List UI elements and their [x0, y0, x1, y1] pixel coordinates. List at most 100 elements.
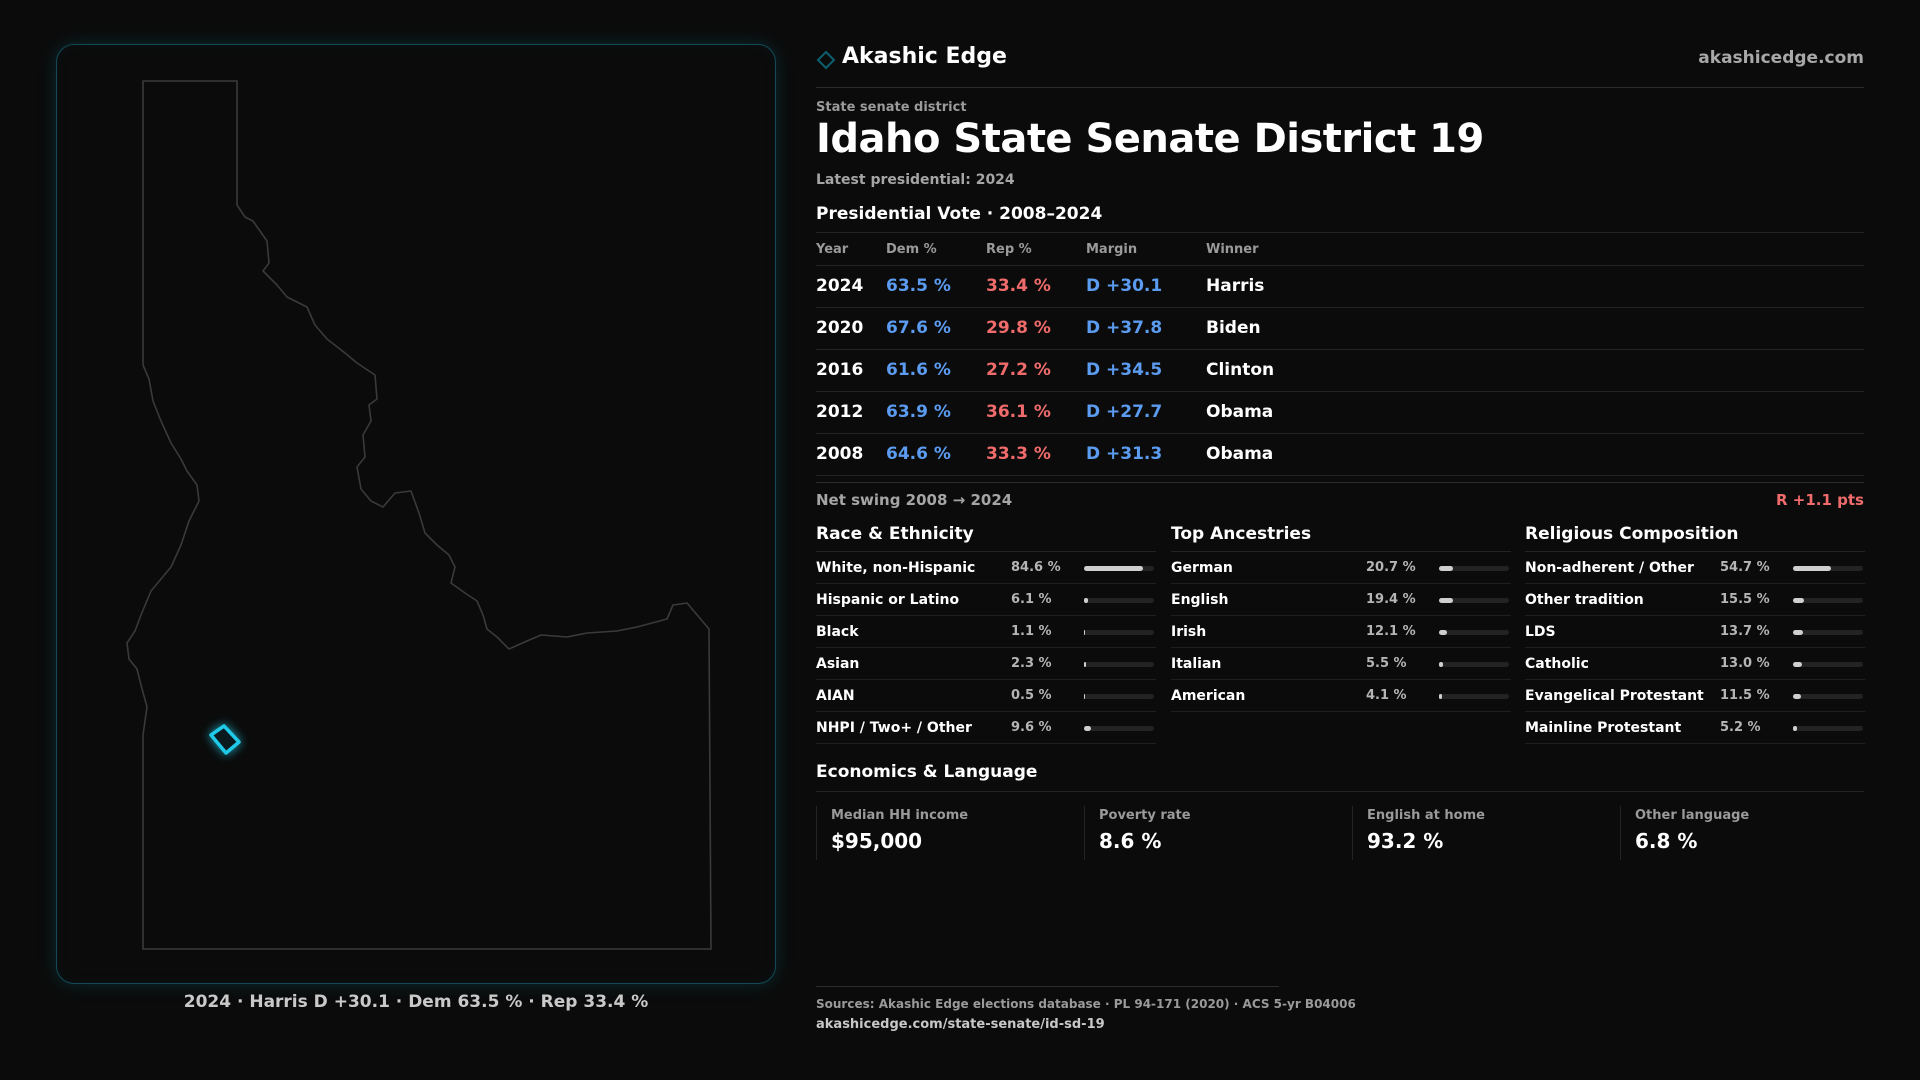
- list-item: AIAN 0.5 %: [816, 680, 1156, 712]
- idaho-map: [126, 80, 712, 950]
- religion-label: Evangelical Protestant: [1525, 688, 1704, 704]
- column-header-margin: Margin: [1086, 242, 1138, 257]
- vote-heading: Presidential Vote · 2008–2024: [816, 204, 1103, 224]
- list-item: Hispanic or Latino 6.1 %: [816, 584, 1156, 616]
- vote-table: Year Dem % Rep % Margin Winner 2024 63.5…: [816, 232, 1864, 476]
- stat-value: $95,000: [831, 829, 923, 853]
- vote-margin: D +30.1: [1086, 276, 1163, 296]
- ancestry-bar: [1439, 598, 1509, 603]
- stat-value: 8.6 %: [1099, 829, 1162, 853]
- page-subtitle: Latest presidential: 2024: [816, 172, 1015, 188]
- page-title: Idaho State Senate District 19: [816, 116, 1484, 162]
- list-item: NHPI / Two+ / Other 9.6 %: [816, 712, 1156, 744]
- column-header-dem: Dem %: [886, 242, 937, 257]
- vote-rep-pct: 33.3 %: [986, 444, 1051, 464]
- ancestry-bar: [1439, 662, 1509, 667]
- column-header-rep: Rep %: [986, 242, 1032, 257]
- net-swing-label: Net swing 2008 → 2024: [816, 491, 1013, 509]
- vote-winner: Obama: [1206, 402, 1274, 422]
- religion-bar-fill: [1793, 694, 1802, 699]
- race-value: 2.3 %: [1011, 656, 1052, 671]
- table-row: 2008 64.6 % 33.3 % D +31.3 Obama: [816, 434, 1864, 476]
- religion-label: Mainline Protestant: [1525, 720, 1682, 736]
- race-bar-fill: [1084, 662, 1086, 667]
- race-bar-fill: [1084, 630, 1086, 635]
- table-row: 2024 63.5 % 33.4 % D +30.1 Harris: [816, 266, 1864, 308]
- stat-label: Other language: [1635, 808, 1750, 823]
- source-link[interactable]: akashicedge.com/state-senate/id-sd-19: [816, 1017, 1105, 1032]
- ancestry-value: 5.5 %: [1366, 656, 1407, 671]
- ancestry-label: American: [1171, 688, 1246, 704]
- vote-dem-pct: 63.9 %: [886, 402, 951, 422]
- vote-winner: Biden: [1206, 318, 1261, 338]
- religion-bar-fill: [1793, 630, 1803, 635]
- vote-margin: D +37.8: [1086, 318, 1163, 338]
- net-swing-value: R +1.1 pts: [1776, 491, 1864, 509]
- race-value: 0.5 %: [1011, 688, 1052, 703]
- sources-footer: Sources: Akashic Edge elections database…: [816, 986, 1356, 1032]
- religion-bar: [1793, 662, 1863, 667]
- list-item: Asian 2.3 %: [816, 648, 1156, 680]
- religion-bar: [1793, 694, 1863, 699]
- ancestry-bar: [1439, 566, 1509, 571]
- religion-bar-fill: [1793, 598, 1804, 603]
- column-header-winner: Winner: [1206, 242, 1259, 257]
- ancestry-label: Italian: [1171, 656, 1222, 672]
- ancestry-value: 20.7 %: [1366, 560, 1416, 575]
- brand-diamond-icon: [816, 50, 836, 70]
- vote-margin: D +31.3: [1086, 444, 1163, 464]
- brand-url[interactable]: akashicedge.com: [1698, 48, 1864, 68]
- table-row: 2020 67.6 % 29.8 % D +37.8 Biden: [816, 308, 1864, 350]
- race-bar-fill: [1084, 694, 1086, 699]
- ancestry-value: 12.1 %: [1366, 624, 1416, 639]
- list-item: Italian 5.5 %: [1171, 648, 1511, 680]
- race-label: Black: [816, 624, 859, 640]
- race-bar: [1084, 598, 1154, 603]
- vote-year: 2016: [816, 360, 864, 380]
- map-panel: [56, 44, 776, 984]
- religion-bar: [1793, 726, 1863, 731]
- list-item: Other tradition 15.5 %: [1525, 584, 1865, 616]
- ancestry-label: Irish: [1171, 624, 1207, 640]
- table-row: 2012 63.9 % 36.1 % D +27.7 Obama: [816, 392, 1864, 434]
- economics-cards: Median HH income $95,000 Poverty rate 8.…: [816, 806, 1864, 860]
- religion-value: 15.5 %: [1720, 592, 1770, 607]
- list-item: Catholic 13.0 %: [1525, 648, 1865, 680]
- race-ethnicity-section: Race & Ethnicity White, non-Hispanic 84.…: [816, 520, 1156, 744]
- list-item: Black 1.1 %: [816, 616, 1156, 648]
- race-bar: [1084, 566, 1154, 571]
- ancestry-bar: [1439, 630, 1509, 635]
- vote-year: 2024: [816, 276, 864, 296]
- vote-table-header: Year Dem % Rep % Margin Winner: [816, 232, 1864, 266]
- ancestry-heading: Top Ancestries: [1171, 520, 1511, 552]
- vote-dem-pct: 67.6 %: [886, 318, 951, 338]
- map-caption: 2024 · Harris D +30.1 · Dem 63.5 % · Rep…: [183, 992, 649, 1012]
- sources-text: Sources: Akashic Edge elections database…: [816, 997, 1356, 1011]
- race-ethnicity-heading: Race & Ethnicity: [816, 520, 1156, 552]
- ancestry-bar-fill: [1439, 630, 1448, 635]
- list-item: LDS 13.7 %: [1525, 616, 1865, 648]
- race-value: 1.1 %: [1011, 624, 1052, 639]
- district-type-label: State senate district: [816, 100, 967, 115]
- vote-rep-pct: 27.2 %: [986, 360, 1051, 380]
- vote-rep-pct: 33.4 %: [986, 276, 1051, 296]
- religion-label: Other tradition: [1525, 592, 1644, 608]
- religion-bar: [1793, 566, 1863, 571]
- brand-name: Akashic Edge: [842, 44, 1007, 69]
- vote-dem-pct: 64.6 %: [886, 444, 951, 464]
- stat-label: Poverty rate: [1099, 808, 1191, 823]
- column-header-year: Year: [816, 242, 849, 257]
- vote-winner: Obama: [1206, 444, 1274, 464]
- stat-card: Poverty rate 8.6 %: [1084, 806, 1334, 860]
- stat-label: English at home: [1367, 808, 1485, 823]
- vote-winner: Clinton: [1206, 360, 1275, 380]
- stat-value: 93.2 %: [1367, 829, 1444, 853]
- religion-label: Non-adherent / Other: [1525, 560, 1694, 576]
- vote-year: 2008: [816, 444, 864, 464]
- stat-card: Other language 6.8 %: [1620, 806, 1870, 860]
- district-19-highlight[interactable]: [209, 724, 241, 755]
- race-label: NHPI / Two+ / Other: [816, 720, 972, 736]
- idaho-state-outline: [126, 80, 712, 950]
- vote-year: 2012: [816, 402, 864, 422]
- list-item: White, non-Hispanic 84.6 %: [816, 552, 1156, 584]
